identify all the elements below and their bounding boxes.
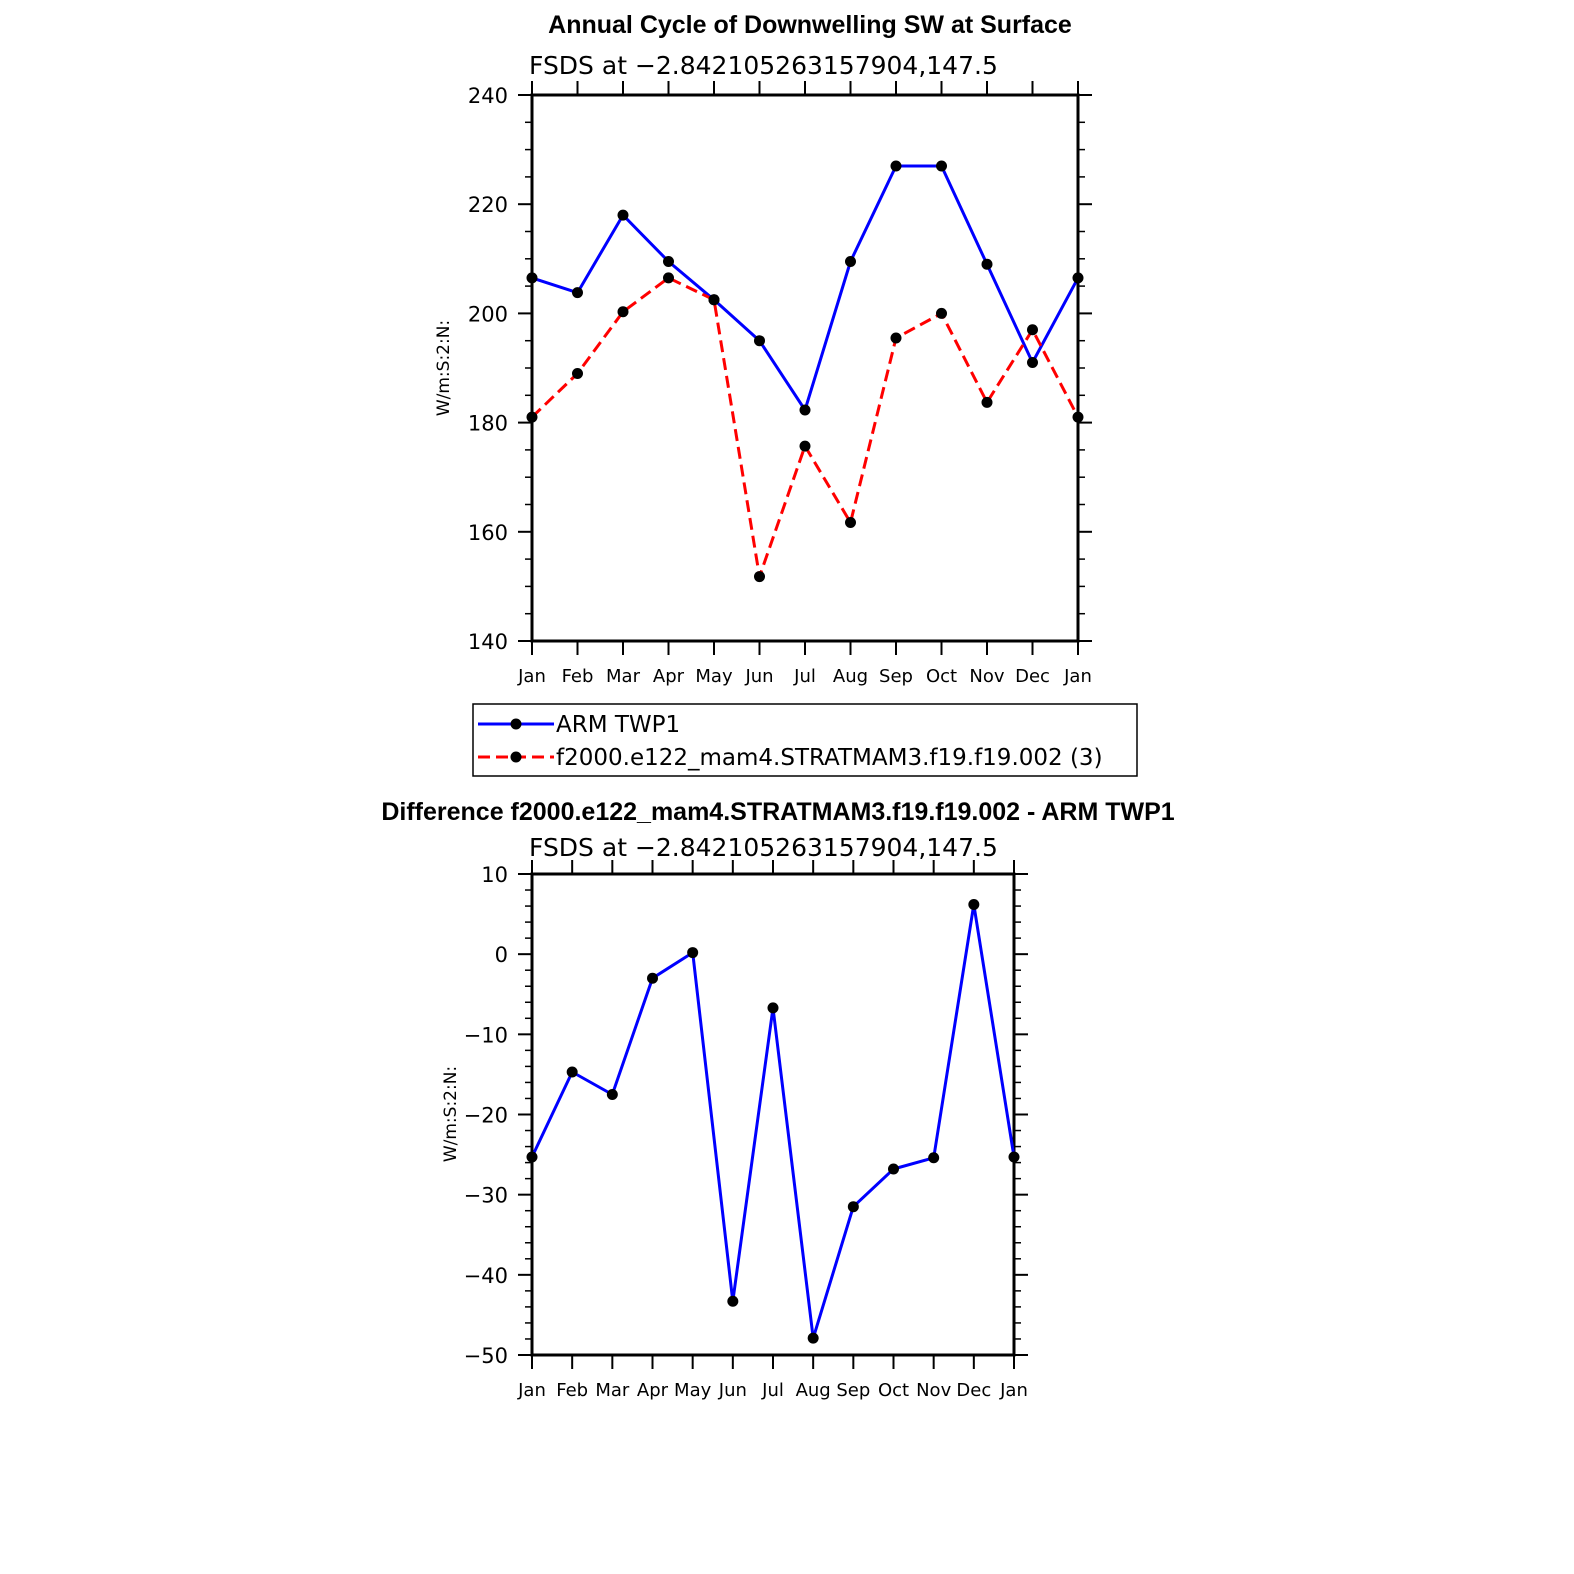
y-tick-label: 0 — [495, 943, 508, 967]
x-tick-label: Apr — [653, 666, 685, 687]
series-2-point — [845, 517, 856, 529]
series-1-point — [845, 256, 856, 268]
plot-frame — [530, 93, 1080, 643]
chart-1: Annual Cycle of Downwelling SW at Surfac… — [434, 11, 1138, 777]
x-tick-label: Mar — [595, 1380, 630, 1401]
x-tick-label: Nov — [916, 1380, 951, 1401]
series-1-point — [799, 404, 811, 416]
x-tick-label: Jan — [517, 1380, 546, 1401]
x-tick-label: May — [674, 1380, 712, 1401]
y-tick-label: −10 — [464, 1023, 508, 1047]
x-tick-label: Aug — [833, 666, 868, 687]
y-axis-label: W/m:S:2:N: — [434, 320, 454, 416]
series-1-point — [606, 1088, 618, 1100]
x-tick-label: Aug — [796, 1380, 831, 1401]
series-1-point — [526, 272, 538, 284]
legend-marker — [510, 751, 522, 763]
series-2-point — [708, 294, 720, 306]
chart-title: Annual Cycle of Downwelling SW at Surfac… — [548, 11, 1072, 39]
chart-title: Difference f2000.e122_mam4.STRATMAM3.f19… — [381, 798, 1174, 826]
y-tick-label: −30 — [464, 1184, 508, 1208]
series-2-point — [1072, 411, 1084, 423]
series-2-point — [754, 571, 765, 583]
series-line-1 — [530, 903, 1016, 1340]
series-1-point — [663, 256, 674, 268]
series-1-point — [754, 335, 765, 347]
y-tick-label: 140 — [468, 630, 508, 654]
series-1-point — [888, 1163, 899, 1175]
x-tick-label: Jan — [999, 1380, 1028, 1401]
y-tick-label: 10 — [481, 863, 508, 887]
chart-subtitle: FSDS at −2.842105263157904,147.5 — [529, 833, 998, 862]
series-2-point — [981, 396, 993, 408]
series-1-point — [767, 1002, 779, 1014]
x-tick-label: Mar — [606, 666, 641, 687]
series-1-point — [981, 258, 993, 270]
series-1-point — [1072, 272, 1084, 284]
series-1-point — [968, 898, 980, 910]
series-line-2 — [530, 276, 1080, 579]
series-1-point — [617, 209, 629, 221]
y-tick-label: 160 — [468, 521, 508, 545]
series-2-point — [617, 306, 629, 318]
y-tick-label: 240 — [468, 84, 508, 108]
series-1-point — [566, 1066, 578, 1078]
y-tick-label: 220 — [468, 193, 508, 217]
series-1-point — [807, 1332, 819, 1344]
series-1-point — [1027, 357, 1038, 369]
x-tick-label: Sep — [879, 666, 913, 687]
series-2-point — [1027, 324, 1038, 336]
legend-entry-2: f2000.e122_mam4.STRATMAM3.f19.f19.002 (3… — [556, 745, 1103, 771]
series-2-point — [572, 367, 583, 379]
series-1-point — [847, 1201, 859, 1213]
series-2-point — [799, 440, 811, 452]
x-tick-label: May — [695, 666, 733, 687]
y-tick-label: −20 — [464, 1104, 508, 1128]
series-2-point — [663, 272, 674, 284]
series-1-point — [647, 972, 658, 984]
series-1-point — [890, 160, 902, 172]
legend-entry-1: ARM TWP1 — [556, 712, 680, 738]
x-tick-label: Apr — [637, 1380, 669, 1401]
y-tick-label: 180 — [468, 412, 508, 436]
x-tick-label: Jun — [718, 1380, 747, 1401]
series-1-point — [687, 947, 699, 959]
series-line-1 — [531, 164, 1080, 412]
x-tick-label: Feb — [556, 1380, 588, 1401]
x-tick-label: Oct — [926, 666, 957, 687]
series-2-point — [890, 332, 902, 344]
x-tick-label: Oct — [878, 1380, 909, 1401]
x-tick-label: Sep — [836, 1380, 870, 1401]
legend-box — [472, 703, 1138, 777]
x-tick-label: Jan — [517, 666, 546, 687]
series-2-point — [526, 411, 538, 423]
series-1-point — [572, 287, 583, 299]
series-1-point — [727, 1295, 739, 1307]
x-tick-label: Jan — [1063, 666, 1092, 687]
x-tick-label: Dec — [956, 1380, 991, 1401]
series-2-point — [936, 307, 947, 319]
x-tick-label: Jun — [744, 666, 773, 687]
y-tick-label: −50 — [464, 1344, 508, 1368]
series-1-point — [936, 160, 947, 172]
series-1-point — [928, 1152, 940, 1164]
x-tick-label: Jul — [793, 666, 816, 687]
x-tick-label: Dec — [1015, 666, 1050, 687]
chart-subtitle: FSDS at −2.842105263157904,147.5 — [529, 51, 998, 80]
y-tick-label: 200 — [468, 302, 508, 326]
legend-marker — [510, 718, 522, 730]
y-tick-label: −40 — [464, 1264, 508, 1288]
series-1-point — [1008, 1151, 1020, 1163]
x-tick-label: Jul — [761, 1380, 784, 1401]
series-1-point — [526, 1151, 538, 1163]
legend: ARM TWP1 f2000.e122_mam4.STRATMAM3.f19.f1… — [472, 703, 1138, 777]
x-tick-label: Nov — [969, 666, 1004, 687]
x-tick-label: Feb — [562, 666, 594, 687]
y-axis-label: W/m:S:2:N: — [441, 1066, 461, 1162]
chart-2: Difference f2000.e122_mam4.STRATMAM3.f19… — [381, 798, 1174, 1401]
